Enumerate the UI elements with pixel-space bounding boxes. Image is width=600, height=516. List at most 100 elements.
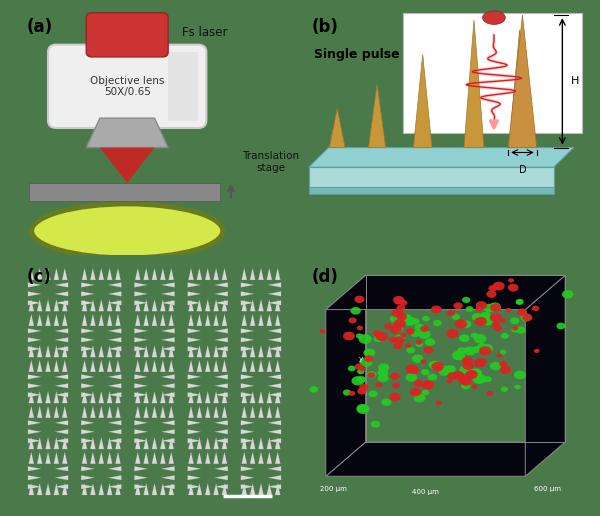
Polygon shape [267,268,272,280]
Polygon shape [268,392,281,397]
Ellipse shape [514,384,521,390]
Polygon shape [188,439,200,443]
Ellipse shape [421,390,429,395]
Polygon shape [109,346,121,351]
Polygon shape [215,485,228,489]
Polygon shape [135,483,140,495]
Polygon shape [268,429,281,434]
FancyBboxPatch shape [403,13,582,133]
Ellipse shape [355,296,364,303]
Polygon shape [55,375,68,379]
Text: H: H [571,76,579,86]
Polygon shape [107,392,112,403]
Polygon shape [109,392,121,397]
Ellipse shape [491,322,500,328]
Polygon shape [188,383,200,388]
Polygon shape [46,360,50,372]
Polygon shape [241,383,254,388]
Text: (c): (c) [26,268,51,286]
Polygon shape [109,466,121,471]
Polygon shape [28,292,41,296]
Polygon shape [250,299,255,311]
Polygon shape [215,429,228,434]
Polygon shape [107,406,112,418]
Polygon shape [54,438,59,449]
Polygon shape [134,375,148,379]
Polygon shape [214,314,219,326]
Polygon shape [109,329,121,333]
Polygon shape [222,360,227,372]
Polygon shape [242,360,247,372]
Ellipse shape [499,361,508,367]
Ellipse shape [406,365,418,374]
Polygon shape [29,268,34,280]
Ellipse shape [393,336,404,345]
Polygon shape [169,438,174,449]
Ellipse shape [473,374,487,384]
Polygon shape [82,483,87,495]
Polygon shape [143,406,149,418]
Ellipse shape [425,338,435,346]
Polygon shape [46,314,50,326]
Polygon shape [188,292,200,296]
Polygon shape [81,429,94,434]
Polygon shape [62,268,67,280]
Polygon shape [242,314,247,326]
Ellipse shape [359,366,365,371]
Polygon shape [161,485,175,489]
Polygon shape [250,406,255,418]
Ellipse shape [508,284,518,292]
Polygon shape [169,314,174,326]
Polygon shape [62,483,67,495]
Polygon shape [215,421,228,425]
Ellipse shape [349,317,356,324]
Polygon shape [215,346,228,351]
Ellipse shape [482,11,505,24]
Polygon shape [134,392,148,397]
Polygon shape [241,292,254,296]
Ellipse shape [562,290,574,298]
Polygon shape [214,360,219,372]
Polygon shape [160,438,166,449]
Polygon shape [197,452,202,464]
Polygon shape [28,383,41,388]
Polygon shape [188,329,200,333]
Polygon shape [115,268,121,280]
Polygon shape [197,346,202,357]
Polygon shape [62,406,67,418]
Polygon shape [135,452,140,464]
Text: (a): (a) [26,18,52,36]
Polygon shape [215,375,228,379]
Polygon shape [54,360,59,372]
Ellipse shape [428,361,440,369]
Polygon shape [275,360,280,372]
Ellipse shape [463,360,470,365]
Polygon shape [241,421,254,425]
Ellipse shape [458,375,471,384]
Ellipse shape [406,347,415,353]
Ellipse shape [367,371,377,378]
Polygon shape [28,283,41,287]
Polygon shape [215,300,228,305]
Polygon shape [143,346,149,357]
Ellipse shape [478,358,487,364]
Polygon shape [197,392,202,403]
Polygon shape [143,392,149,403]
Ellipse shape [516,300,523,305]
Ellipse shape [384,323,392,329]
Polygon shape [188,375,200,379]
Polygon shape [98,452,104,464]
Polygon shape [55,292,68,296]
Polygon shape [81,466,94,471]
Polygon shape [160,360,166,372]
Polygon shape [214,438,219,449]
Polygon shape [55,383,68,388]
Polygon shape [29,452,34,464]
Ellipse shape [357,376,366,383]
Polygon shape [214,346,219,357]
Polygon shape [135,314,140,326]
Polygon shape [259,452,263,464]
Ellipse shape [446,329,458,338]
Ellipse shape [410,331,419,337]
Polygon shape [188,392,194,403]
